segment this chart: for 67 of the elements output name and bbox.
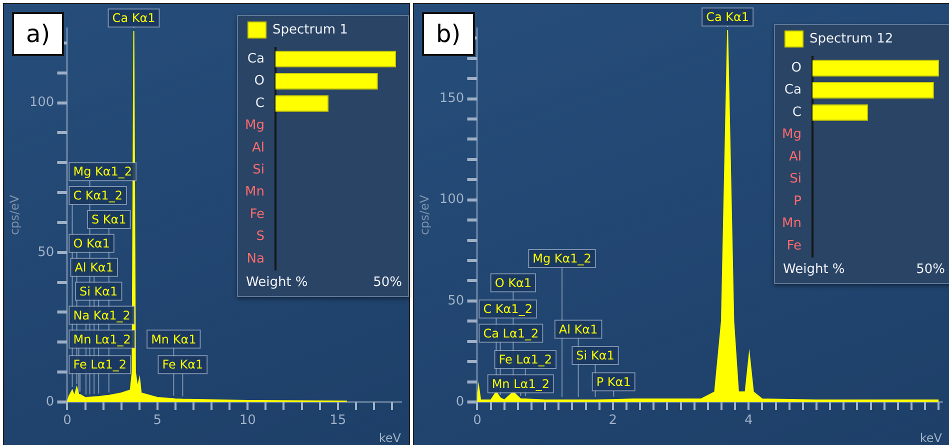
y-tick-label: S [256,229,264,244]
annotation: Mg Kα1_2 [73,164,132,179]
annotation: O Kα1 [73,236,110,251]
annotation: Fe Lα1_2 [498,352,552,367]
annotation: 50% [916,262,945,277]
annotation: S Kα1 [91,212,126,227]
y-tick-label: 50 [38,244,54,260]
y-tick-label: Na [246,251,264,266]
y-tick-label: Ca [247,51,264,66]
annotation: Si Kα1 [576,348,614,363]
y-tick-label: Si [790,172,802,187]
y-tick-label: Si [252,162,264,178]
annotation: Si Kα1 [80,284,118,298]
annotation: Ca Kα1 [706,10,750,24]
y-tick-label: 100 [439,192,464,208]
y-axis-title: cps/eV [7,194,22,236]
legend-label: Spectrum 1 [272,22,348,38]
annotation: Na Kα1_2 [73,308,130,322]
x-tick-label: 4 [744,413,753,428]
y-tick-label: C [792,104,802,120]
chart-title: a) [12,12,64,56]
annotation: O Kα1 [494,276,532,290]
y-tick-label: Al [252,140,264,156]
y-tick-label: P [794,194,802,209]
chart-title: b) [422,12,475,56]
annotation: C Kα1_2 [483,302,532,316]
annotation: Al Kα1 [74,260,114,274]
y-tick-label: 0 [46,394,54,410]
x-axis-title: Weight % [246,274,308,290]
x-axis-title: Weight % [783,262,845,277]
annotation: C Kα1_2 [73,188,122,203]
annotation: Fe Lα1_2 [73,358,127,372]
y-tick-label: O [791,60,802,76]
annotation: Ca Lα1_2 [483,326,539,340]
y-tick-label: Al [788,149,802,164]
x-axis-title: keV [920,430,943,445]
y-tick-label: Fe [250,206,264,222]
x-tick-label: 0 [63,413,72,428]
x-tick-label: 2 [608,413,618,428]
annotation: 50% [373,274,402,290]
y-tick-label: C [255,96,264,111]
y-tick-label: 150 [439,91,464,106]
legend-label: Spectrum 12 [810,31,894,46]
annotation: Mn Lα1_2 [492,376,550,391]
x-tick-label: 10 [239,413,256,428]
y-tick-label: Mn [245,184,264,200]
annotation: P Kα1 [596,374,631,389]
y-tick-label: Mn [782,216,802,232]
y-tick-label: Ca [784,82,802,98]
y-tick-label: Fe [786,238,802,254]
y-tick-label: 50 [448,293,464,308]
y-tick-label: Mg [245,118,264,134]
annotation: Mn Lα1_2 [73,332,131,346]
x-tick-label: 15 [330,413,346,428]
annotation: Fe Kα1 [162,358,204,372]
annotation: Al Kα1 [558,322,598,336]
y-axis-title: cps/eV [417,194,432,236]
y-tick-label: 100 [29,95,54,110]
x-tick-label: 5 [153,413,162,428]
annotation: Mg Kα1_2 [532,252,592,266]
y-tick-label: Mg [782,127,802,142]
y-tick-label: 0 [456,394,464,410]
y-tick-label: O [254,74,264,89]
x-axis-title: keV [378,430,402,445]
annotation: Mn Kα1 [151,332,196,346]
annotation: Ca Kα1 [112,11,156,26]
x-tick-label: 0 [473,413,482,428]
